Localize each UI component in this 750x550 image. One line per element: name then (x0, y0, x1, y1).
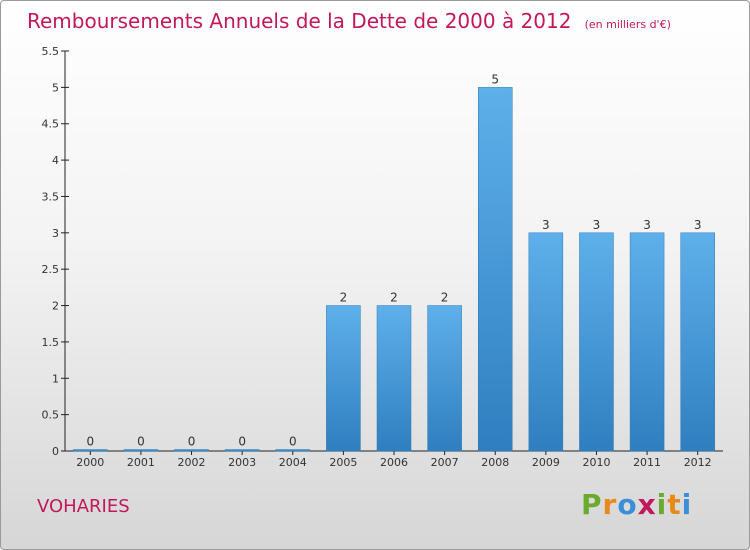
y-tick-label: 1 (52, 372, 59, 385)
bar-2012 (680, 232, 715, 452)
bar-2011 (629, 232, 665, 452)
y-tick-label: 5 (52, 81, 59, 94)
x-tick-label-2002: 2002 (178, 456, 206, 469)
y-tick-label: 3 (52, 227, 59, 240)
x-tick-label-2009: 2009 (532, 456, 560, 469)
y-tick-label: 3.5 (42, 190, 60, 203)
data-label-2005: 2 (340, 291, 348, 305)
place-name: VOHARIES (37, 496, 130, 517)
data-label-2001: 0 (137, 435, 145, 449)
data-label-2002: 0 (188, 435, 196, 449)
x-tick-label-2001: 2001 (127, 456, 155, 469)
bar-2008 (477, 87, 513, 452)
x-tick-label-2005: 2005 (329, 456, 357, 469)
x-tick-label-2007: 2007 (431, 456, 459, 469)
chart-unit-note: (en milliers d'€) (584, 18, 671, 31)
bar-2009 (528, 232, 564, 452)
bar-2004 (275, 449, 311, 452)
logo-letter: r (602, 488, 618, 521)
data-label-2000: 0 (86, 435, 94, 449)
y-tick-label: 0.5 (42, 409, 60, 422)
logo-letter: i (681, 488, 693, 521)
bar-2002 (174, 449, 209, 452)
x-tick-label-2006: 2006 (380, 456, 408, 469)
data-label-2006: 2 (390, 291, 398, 305)
y-tick-label: 2.5 (42, 263, 60, 276)
x-tick-label-2000: 2000 (76, 456, 104, 469)
logo-letter: t (667, 488, 682, 521)
data-label-2004: 0 (289, 435, 297, 449)
y-tick-label: 4.5 (42, 118, 60, 131)
x-tick-label-2003: 2003 (228, 456, 256, 469)
logo-letter: x (637, 488, 657, 521)
bar-2006 (376, 305, 412, 452)
x-tick-label-2011: 2011 (633, 456, 661, 469)
chart-title-text: Remboursements Annuels de la Dette de 20… (27, 9, 572, 33)
bar-2010 (579, 232, 614, 452)
x-tick-label-2004: 2004 (279, 456, 307, 469)
logo-letter: P (581, 488, 603, 521)
y-tick-label: 1.5 (42, 336, 60, 349)
proxiti-logo: Proxiti (581, 488, 692, 521)
data-label-2007: 2 (441, 291, 449, 305)
chart-title: Remboursements Annuels de la Dette de 20… (27, 9, 671, 33)
bar-2005 (326, 305, 361, 452)
y-tick-label: 5.5 (42, 45, 60, 58)
bar-2003 (224, 449, 260, 452)
x-tick-label-2008: 2008 (481, 456, 509, 469)
bar-2000 (73, 449, 108, 452)
y-tick-label: 4 (52, 154, 59, 167)
bar-2001 (123, 449, 159, 452)
x-tick-label-2012: 2012 (684, 456, 712, 469)
data-label-2010: 3 (593, 218, 601, 232)
bar-2007 (427, 305, 462, 452)
y-tick-label: 2 (52, 300, 59, 313)
data-label-2003: 0 (238, 435, 246, 449)
x-tick-label-2010: 2010 (582, 456, 610, 469)
data-label-2008: 5 (491, 72, 499, 86)
y-tick-label: 0 (52, 445, 59, 458)
logo-letter: o (617, 488, 638, 521)
data-label-2009: 3 (542, 218, 550, 232)
logo-letter: i (656, 488, 668, 521)
data-label-2012: 3 (694, 218, 702, 232)
data-label-2011: 3 (643, 218, 651, 232)
